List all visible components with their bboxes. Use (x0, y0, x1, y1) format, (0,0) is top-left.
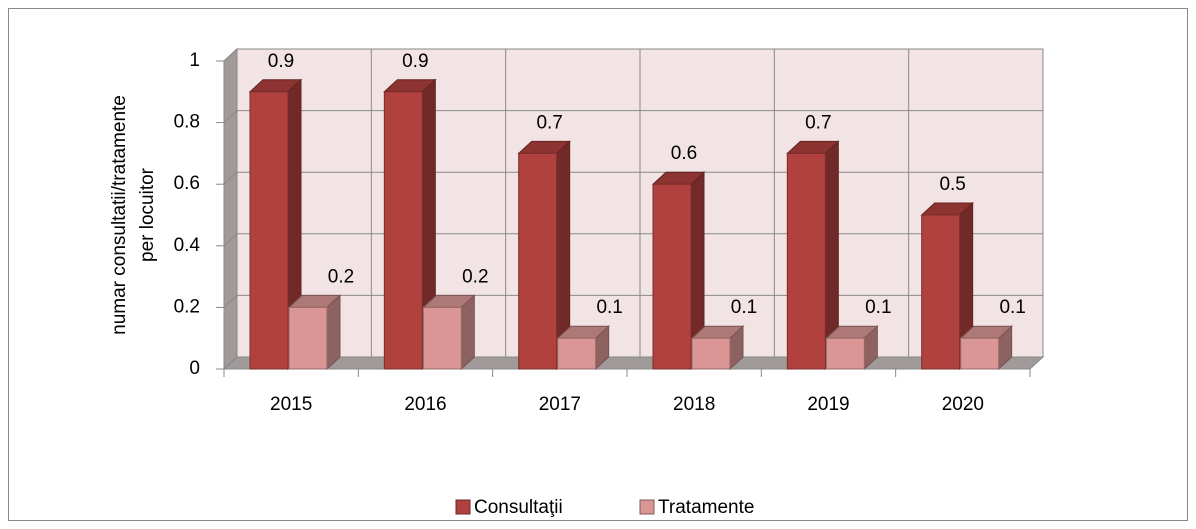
bar (288, 306, 328, 370)
data-label: 0.9 (402, 51, 428, 72)
y-axis-label: numar consultatii/tratamente (109, 95, 130, 335)
data-label: 0.1 (596, 297, 622, 318)
data-label: 0.1 (865, 297, 891, 318)
data-label: 0.1 (999, 297, 1025, 318)
floor (222, 356, 1045, 370)
data-label: 0.2 (462, 266, 488, 287)
bar (652, 183, 692, 370)
legend-swatch (639, 499, 655, 515)
grid-line (223, 233, 238, 247)
data-label: 0.2 (328, 266, 354, 287)
bar (518, 152, 558, 370)
y-tick-label: 0 (189, 358, 200, 379)
data-label: 0.5 (939, 174, 965, 195)
side-wall (223, 47, 238, 371)
data-label: 0.6 (671, 143, 697, 164)
x-tick-label: 2020 (942, 394, 984, 415)
data-label: 0.9 (268, 51, 294, 72)
grid-line (223, 171, 238, 185)
bar (249, 91, 289, 370)
bar (383, 91, 423, 370)
legend-swatch (455, 499, 471, 515)
data-label: 0.7 (536, 112, 562, 133)
y-tick-label: 1 (189, 50, 200, 71)
y-tick-label: 0.4 (174, 235, 201, 256)
bar (422, 306, 462, 370)
data-label: 0.1 (731, 297, 757, 318)
y-tick-label: 0.6 (174, 173, 200, 194)
data-label: 0.7 (805, 112, 831, 133)
bar-side (326, 294, 341, 371)
x-tick-label: 2018 (673, 394, 715, 415)
bar (921, 214, 961, 370)
bar (691, 337, 731, 370)
grid-line (223, 356, 238, 370)
y-tick-label: 0.8 (174, 112, 200, 133)
bar (557, 337, 597, 370)
grid-line (223, 110, 238, 123)
bar (786, 152, 826, 370)
grid-line (223, 48, 238, 62)
grid-line (223, 295, 238, 308)
legend-label: Tratamente (658, 497, 754, 518)
x-tick-label: 2016 (404, 394, 446, 415)
bar (825, 337, 865, 370)
x-tick-label: 2015 (270, 394, 312, 415)
x-tick-label: 2019 (807, 394, 849, 415)
bar (960, 337, 1000, 370)
y-tick-label: 0.2 (174, 296, 200, 317)
legend-label: Consultaţii (474, 497, 563, 518)
bar-side (460, 294, 475, 371)
y-axis-label: per locuitor (137, 167, 158, 262)
x-tick-label: 2017 (539, 394, 581, 415)
